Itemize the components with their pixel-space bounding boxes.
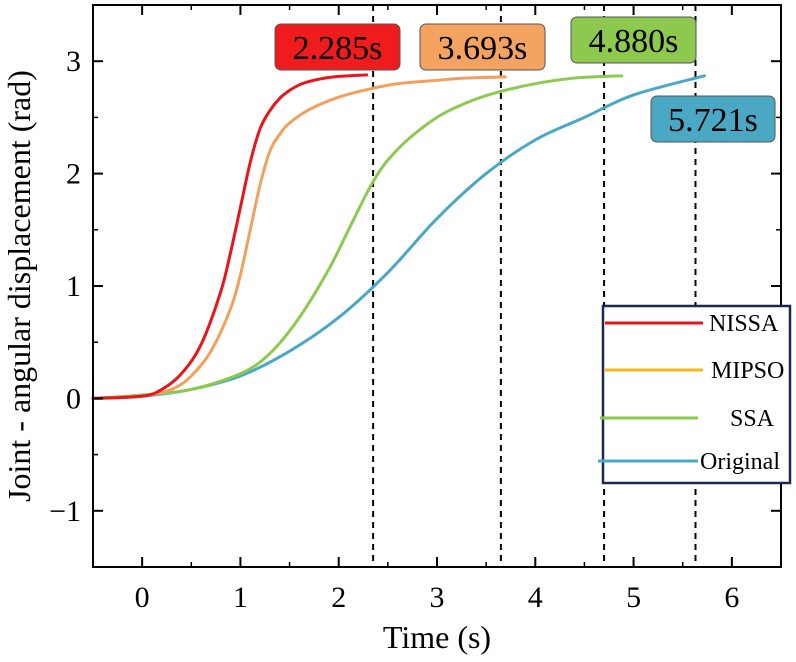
x-tick-label: 0 xyxy=(135,581,150,614)
annotation-box xyxy=(570,16,697,64)
legend: NISSA MIPSO SSA Original xyxy=(598,304,792,485)
legend-label-nissa: NISSA xyxy=(709,311,779,337)
series-line-nissa xyxy=(91,73,369,400)
y-tick-label: 2 xyxy=(66,158,81,191)
annotation-label: 4.880s xyxy=(570,16,697,64)
y-tick-label: 1 xyxy=(66,270,81,303)
annotation-label: 5.721s xyxy=(650,95,776,143)
legend-label-ssa: SSA xyxy=(730,406,775,432)
annotation-label: 2.285s xyxy=(274,23,401,71)
x-tick-label: 1 xyxy=(233,581,248,614)
y-axis-title: Joint - angular displacement (rad) xyxy=(1,70,37,502)
y-tick-label: 3 xyxy=(66,45,81,78)
y-tick-label: 0 xyxy=(66,382,81,415)
annotation-box xyxy=(650,95,776,143)
annotation-box xyxy=(419,23,546,71)
series-line-mipso xyxy=(91,75,507,400)
legend-label-mipso: MIPSO xyxy=(711,358,784,384)
legend-frame xyxy=(601,304,792,485)
legend-label-original: Original xyxy=(700,449,780,475)
x-axis-title: Time (s) xyxy=(383,619,491,655)
x-tick-label: 6 xyxy=(724,581,739,614)
x-tick-label: 5 xyxy=(626,581,641,614)
y-tick-label: −1 xyxy=(49,495,81,528)
ticks: 0 1 2 3 4 5 6 −1 0 1 2 3 xyxy=(49,5,781,614)
x-tick-label: 2 xyxy=(331,581,346,614)
annotation-text: 3.693s xyxy=(438,30,528,67)
annotation-box xyxy=(274,23,401,71)
annotation-text: 5.721s xyxy=(668,102,758,139)
annotation-label: 3.693s xyxy=(419,23,546,71)
series-layer xyxy=(91,73,706,400)
x-tick-label: 3 xyxy=(430,581,445,614)
series-line-ssa xyxy=(91,74,624,400)
annotation-text: 2.285s xyxy=(293,30,383,67)
annotation-text: 4.880s xyxy=(589,23,679,60)
annotations: 2.285s 3.693s 4.880s 5.721s xyxy=(274,5,776,567)
x-tick-label: 4 xyxy=(528,581,543,614)
